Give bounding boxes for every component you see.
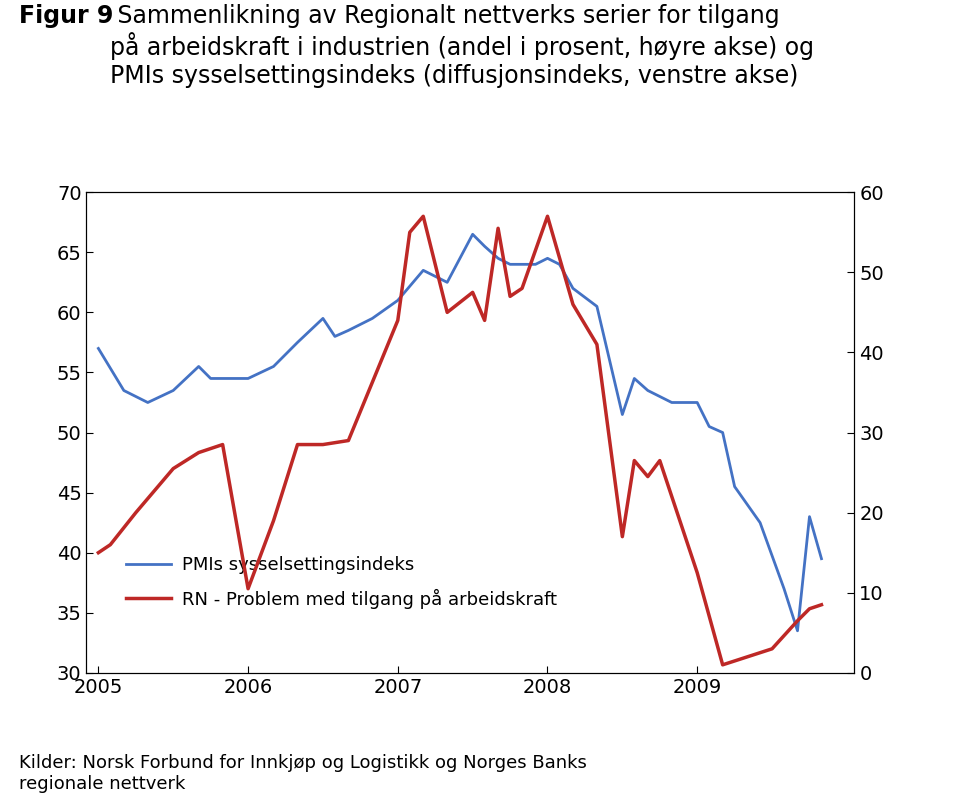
- Legend: PMIs sysselsettingsindeks, RN - Problem med tilgang på arbeidskraft: PMIs sysselsettingsindeks, RN - Problem …: [118, 549, 564, 616]
- Text: Sammenlikning av Regionalt nettverks serier for tilgang
på arbeidskraft i indust: Sammenlikning av Regionalt nettverks ser…: [110, 4, 814, 88]
- Text: Kilder: Norsk Forbund for Innkjøp og Logistikk og Norges Banks
regionale nettver: Kilder: Norsk Forbund for Innkjøp og Log…: [19, 755, 588, 793]
- Text: Figur 9: Figur 9: [19, 4, 113, 28]
